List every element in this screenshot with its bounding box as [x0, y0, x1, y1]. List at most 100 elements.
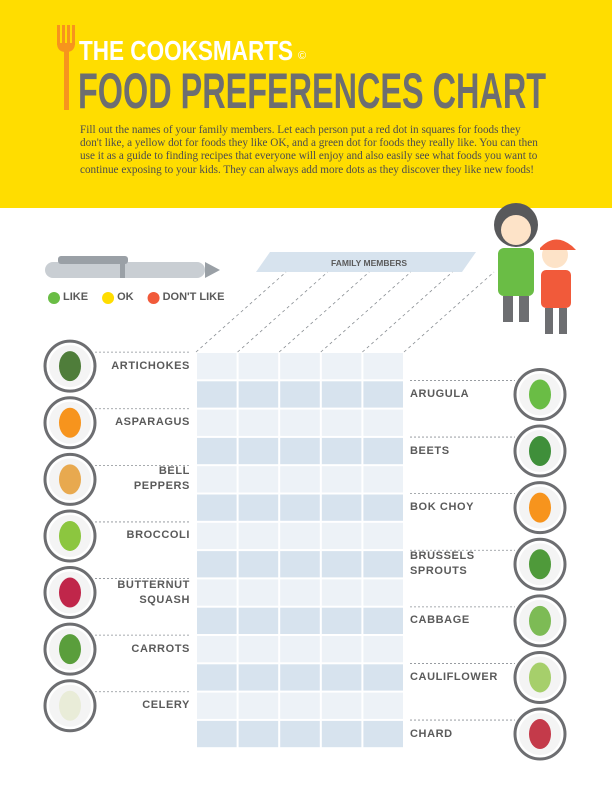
family-figures [494, 203, 576, 334]
food-icon [529, 379, 551, 410]
food-icon [529, 492, 551, 523]
grid-cell [321, 437, 362, 465]
grid-cell [321, 692, 362, 719]
food-label: CELERY [142, 699, 190, 712]
grid-cell [321, 607, 362, 634]
grid-cell [363, 353, 403, 380]
grid-cell [363, 522, 403, 550]
grid-cell [321, 522, 362, 550]
column-guide [237, 271, 328, 353]
grid-cell [280, 522, 320, 550]
grid-cell [321, 466, 362, 493]
grid-cell [280, 409, 320, 436]
fork-icon [57, 25, 75, 110]
food-label: BRUSSELS SPROUTS [410, 550, 475, 578]
grid-cell [197, 664, 237, 691]
grid-cell [321, 551, 362, 578]
grid-cell [238, 692, 279, 719]
grid-cell [197, 607, 237, 634]
grid-cell [238, 664, 279, 691]
food-label: CAULIFLOWER [410, 670, 498, 683]
members-header: FAMILY MEMBERS [331, 258, 407, 268]
food-icon [529, 605, 551, 636]
grid-cell [280, 607, 320, 634]
grid-cell [321, 579, 362, 606]
food-icon [59, 407, 81, 438]
icons [43, 339, 567, 761]
legend-label: DON'T LIKE [162, 291, 225, 303]
food-label: ASPARAGUS [115, 416, 190, 429]
food-label: BUTTERNUT SQUASH [117, 578, 190, 606]
food-icon [59, 634, 81, 665]
grid-cell [363, 494, 403, 521]
legend-label: LIKE [63, 291, 89, 303]
grid-cell [363, 437, 403, 465]
grid-cell [363, 551, 403, 578]
grid-cell [363, 409, 403, 436]
grid-cell [280, 466, 320, 493]
grid-cell [280, 692, 320, 719]
header-band [0, 0, 612, 208]
grid-cell [238, 607, 279, 634]
food-icon [529, 662, 551, 693]
food-icon [529, 719, 551, 750]
grid-cell [197, 437, 237, 465]
grid-cell [280, 437, 320, 465]
food-label: BOK CHOY [410, 501, 475, 514]
grid-cell [197, 466, 237, 493]
column-guide [320, 271, 412, 353]
grid-cell [280, 494, 320, 521]
members-banner [256, 252, 476, 272]
column-guide [362, 271, 453, 353]
food-icon [59, 577, 81, 608]
grid-cell [363, 607, 403, 634]
food-label: ARTICHOKES [111, 359, 190, 372]
food-label: CHARD [410, 727, 453, 740]
grid-cell [238, 579, 279, 606]
grid-cell [363, 579, 403, 606]
grid-cell [238, 494, 279, 521]
grid-cell [197, 409, 237, 436]
grid-cell [238, 522, 279, 550]
grid-cell [238, 381, 279, 408]
grid-cell [238, 720, 279, 748]
legend-dot [48, 292, 60, 304]
grid-cell [280, 381, 320, 408]
grid-cell [321, 664, 362, 691]
column-guide [278, 271, 370, 353]
grid-cell [321, 409, 362, 436]
grid-cell [238, 551, 279, 578]
grid-cell [363, 720, 403, 748]
grid-cell [321, 494, 362, 521]
food-label: CARROTS [131, 642, 190, 655]
grid-cell [197, 692, 237, 719]
grid-cell [280, 353, 320, 380]
grid-cell [197, 720, 237, 748]
food-label: CABBAGE [410, 614, 470, 627]
column-guide [195, 271, 287, 353]
legend-dot [147, 292, 160, 304]
grid-cell [197, 494, 237, 521]
grid-cell [238, 437, 279, 465]
instructions: Fill out the names of your family member… [80, 124, 538, 176]
food-icon [59, 690, 81, 721]
grid-cell [363, 466, 403, 493]
food-icon [529, 436, 551, 467]
grid-cell [280, 551, 320, 578]
food-icon [59, 351, 81, 382]
legend-label: OK [117, 291, 134, 303]
food-icon [59, 464, 81, 495]
grid-cell [363, 664, 403, 691]
grid-cell [321, 381, 362, 408]
grid-cell [321, 353, 362, 380]
grid-cell [280, 664, 320, 691]
copyright-mark: © [298, 50, 306, 62]
food-label: BELL PEPPERS [133, 465, 190, 493]
grid-cell [197, 522, 237, 550]
pen-icon [45, 256, 220, 278]
grid-cell [280, 720, 320, 748]
food-label: ARUGULA [410, 387, 470, 400]
brand: THE COOKSMARTS [79, 35, 293, 66]
